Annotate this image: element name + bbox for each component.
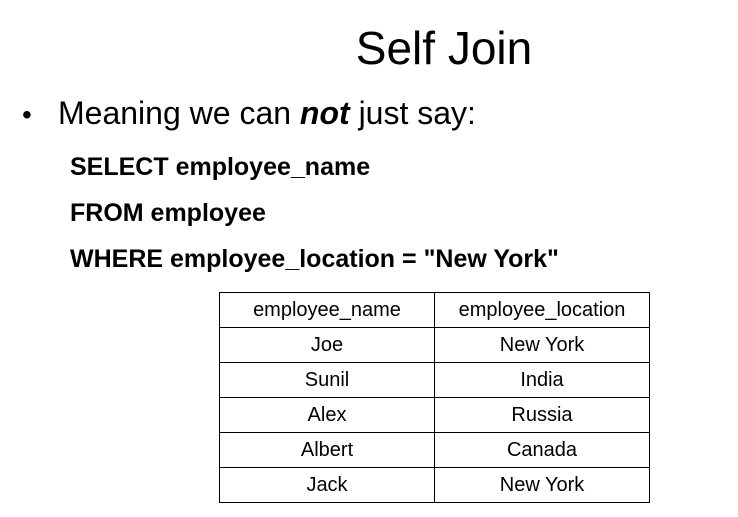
cell-employee-name: Jack	[219, 467, 435, 503]
table-row: Jack New York	[219, 467, 650, 503]
header-employee-name: employee_name	[219, 292, 435, 328]
cell-employee-location: India	[434, 362, 650, 398]
table-header-row: employee_name employee_location	[219, 292, 650, 328]
table-row: Albert Canada	[219, 432, 650, 468]
bullet-dot-icon: •	[22, 99, 32, 130]
cell-employee-location: New York	[434, 327, 650, 363]
bullet-text-after: just say:	[349, 95, 476, 131]
table-row: Joe New York	[219, 327, 650, 363]
bullet-point: • Meaning we can not just say:	[22, 92, 476, 136]
table-row: Sunil India	[219, 362, 650, 398]
table-row: Alex Russia	[219, 397, 650, 433]
bullet-emphasis: not	[299, 95, 350, 131]
cell-employee-name: Joe	[219, 327, 435, 363]
sql-where-line: WHERE employee_location = "New York"	[70, 245, 559, 273]
cell-employee-name: Sunil	[219, 362, 435, 398]
cell-employee-location: Canada	[434, 432, 650, 468]
bullet-text-before: Meaning we can	[58, 95, 300, 131]
cell-employee-name: Alex	[219, 397, 435, 433]
cell-employee-location: Russia	[434, 397, 650, 433]
sql-from-line: FROM employee	[70, 199, 266, 227]
sql-query: SELECT employee_name FROM employee WHERE…	[70, 144, 559, 282]
cell-employee-location: New York	[434, 467, 650, 503]
employee-table: employee_name employee_location Joe New …	[219, 292, 650, 503]
cell-employee-name: Albert	[219, 432, 435, 468]
slide-title: Self Join	[355, 22, 533, 74]
sql-select-line: SELECT employee_name	[70, 153, 371, 181]
header-employee-location: employee_location	[434, 292, 650, 328]
